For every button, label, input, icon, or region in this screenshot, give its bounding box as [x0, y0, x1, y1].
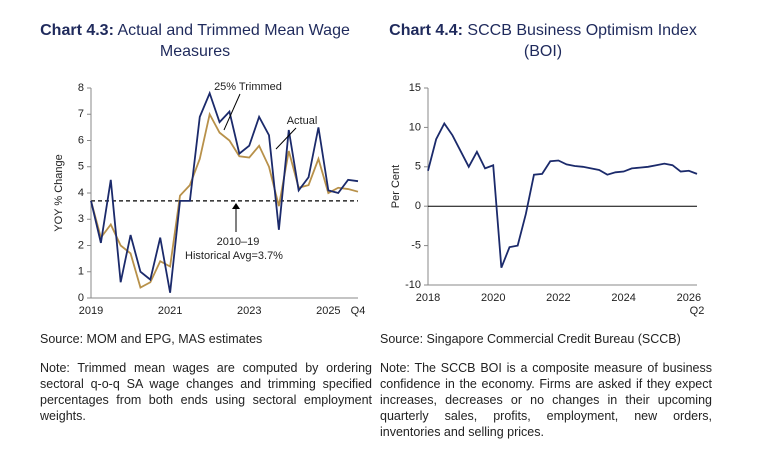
series-line [90, 90, 359, 293]
y-tick-label: 7 [78, 108, 84, 120]
y-tick-label: -10 [405, 279, 421, 291]
chart-title-text: SCCB Business Optimism Index (BOI) [467, 22, 697, 60]
annotation: Historical Avg=3.7% [185, 250, 283, 262]
chart-title-text: Actual and Trimmed Mean Wage Measures [117, 22, 350, 60]
y-tick-label: -5 [411, 240, 421, 252]
y-tick-label: 15 [409, 82, 421, 94]
annotation: 2010–19 [217, 236, 260, 248]
x-tick-label: 2018 [416, 292, 440, 304]
x-tick-label: 2025 [316, 305, 340, 317]
y-axis-label: YOY % Change [53, 154, 65, 231]
note: Note: The SCCB BOI is a composite measur… [380, 361, 712, 439]
arrow [223, 93, 241, 131]
series-line [427, 121, 698, 268]
y-tick-label: 0 [78, 292, 84, 304]
arrow [275, 127, 297, 150]
x-tick-label: 2023 [237, 305, 261, 317]
series-line [90, 111, 359, 289]
y-tick-label: 10 [409, 121, 421, 133]
x-tick-label: 2026 [677, 292, 701, 304]
chart-title: Chart 4.3: Actual and Trimmed Mean Wage … [30, 20, 360, 62]
y-tick-label: 5 [415, 161, 421, 173]
y-tick-label: 2 [78, 239, 84, 251]
y-tick-label: 1 [78, 266, 84, 278]
source: Source: Singapore Commercial Credit Bure… [380, 332, 681, 346]
chart-label: Chart 4.4: [389, 22, 463, 39]
x-tick-label: Q4 [351, 305, 366, 317]
y-tick-label: 3 [78, 213, 84, 225]
y-axis-label: Per Cent [390, 165, 402, 208]
arrow-head [232, 203, 240, 209]
series-label: Actual [287, 115, 318, 127]
y-tick-label: 6 [78, 134, 84, 146]
chart-label: Chart 4.3: [40, 22, 114, 39]
series-label: 25% Trimmed [214, 81, 282, 93]
x-tick-label: 2022 [546, 292, 570, 304]
source: Source: MOM and EPG, MAS estimates [40, 332, 263, 346]
note: Note: Trimmed mean wages are computed by… [40, 361, 372, 423]
x-tick-label: 2021 [158, 305, 182, 317]
x-tick-label: 2019 [79, 305, 103, 317]
y-tick-label: 5 [78, 161, 84, 173]
x-tick-label: 2020 [481, 292, 505, 304]
y-tick-label: 0 [415, 200, 421, 212]
x-tick-label: 2024 [611, 292, 635, 304]
x-tick-label: Q2 [690, 305, 705, 317]
y-tick-label: 8 [78, 82, 84, 94]
chart-title: Chart 4.4: SCCB Business Optimism Index … [378, 20, 708, 62]
y-tick-label: 4 [78, 187, 84, 199]
